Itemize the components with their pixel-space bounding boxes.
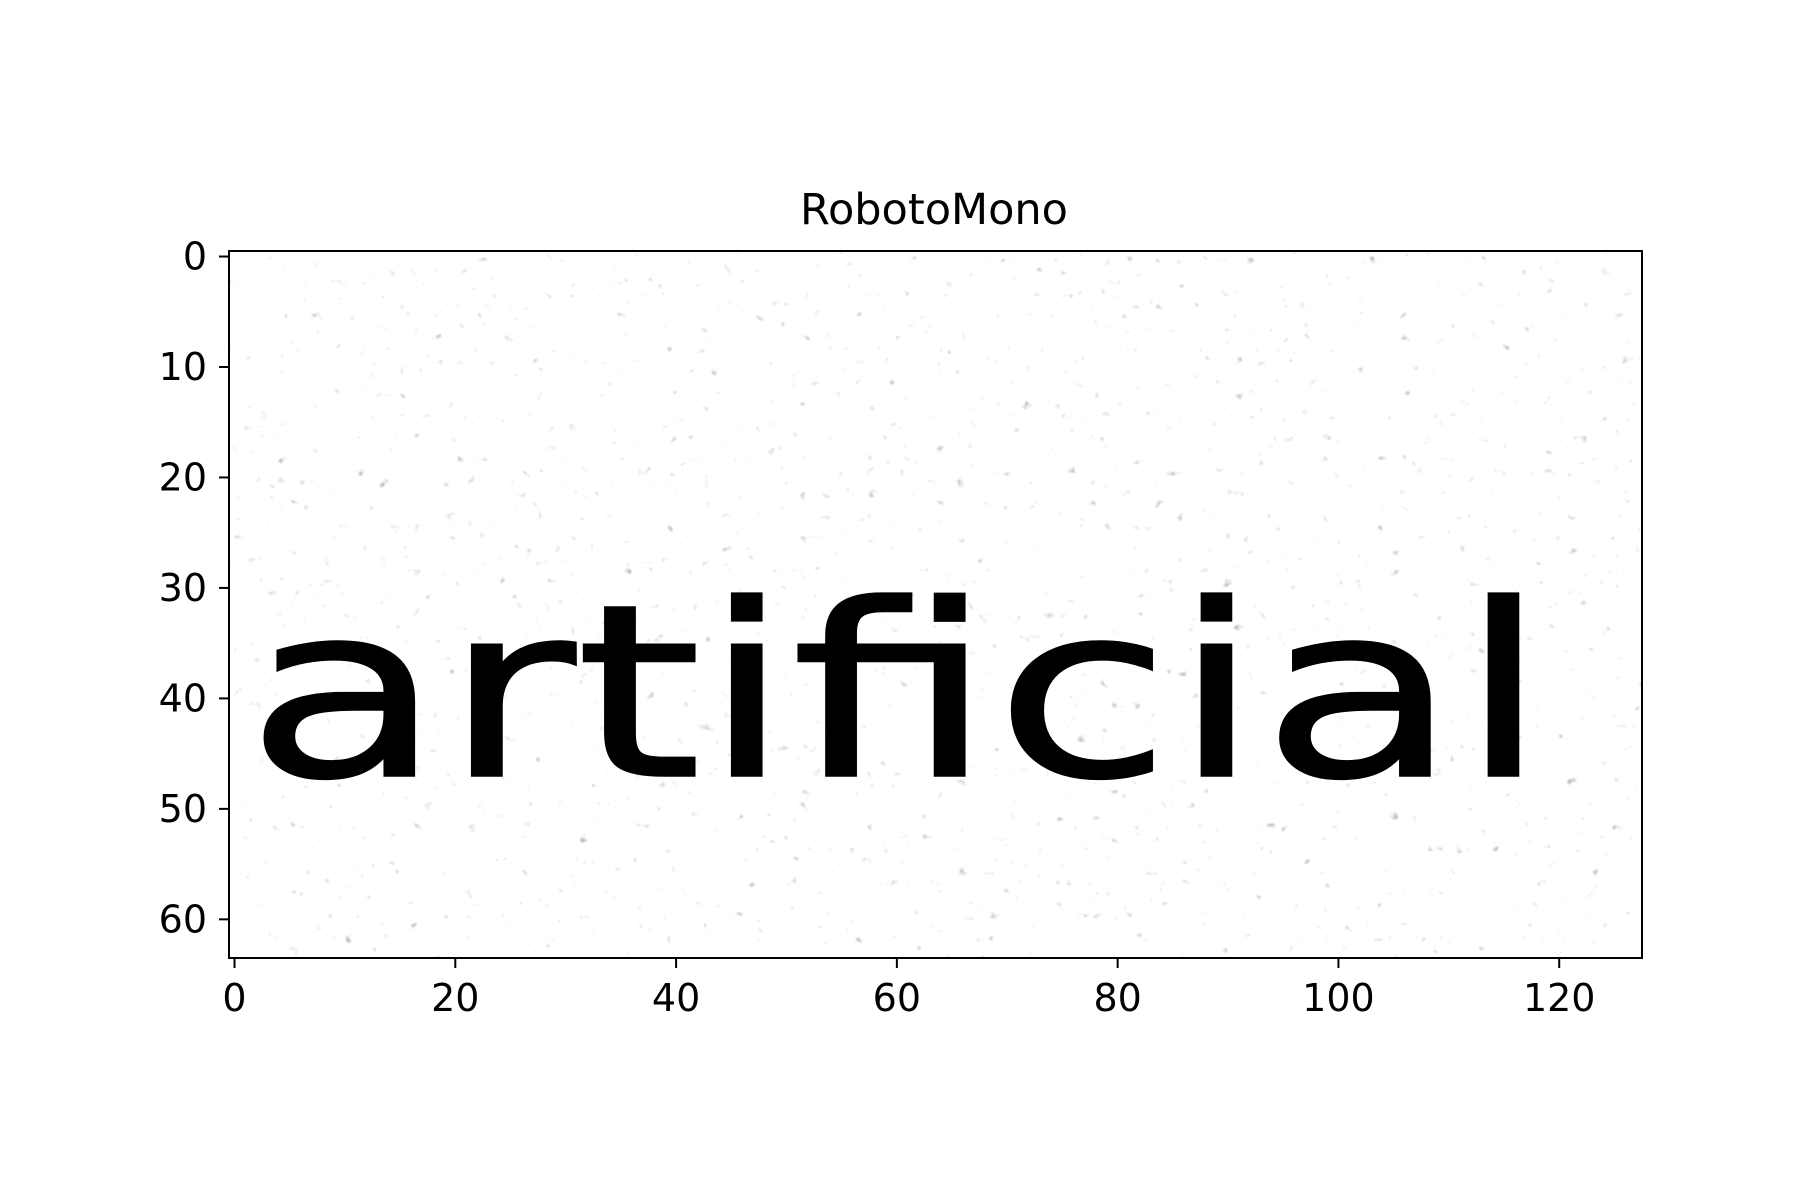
x-tick-label: 0	[222, 976, 246, 1020]
y-tick-label: 40	[159, 676, 207, 720]
x-tick-label: 120	[1523, 976, 1596, 1020]
x-tick-label: 100	[1302, 976, 1375, 1020]
image-word: artificial	[246, 553, 1549, 833]
y-tick-label: 0	[183, 235, 207, 279]
x-tick-label: 60	[873, 976, 921, 1020]
plot-area: artificial	[229, 251, 1642, 958]
y-tick-label: 30	[159, 566, 207, 610]
y-tick-label: 50	[159, 787, 207, 831]
y-axis: 0 10 20 30 40 50 60	[159, 235, 229, 941]
chart-title: RobotoMono	[800, 185, 1068, 235]
axes-frame	[228, 250, 1643, 959]
x-axis: 0 20 40 60 80 100 120	[222, 958, 1595, 1020]
y-tick-label: 20	[159, 455, 207, 499]
x-tick-label: 20	[431, 976, 479, 1020]
x-tick-label: 40	[652, 976, 700, 1020]
x-tick-label: 80	[1093, 976, 1141, 1020]
y-tick-label: 10	[159, 345, 207, 389]
image-noise-texture	[229, 251, 1642, 958]
y-tick-label: 60	[159, 897, 207, 941]
